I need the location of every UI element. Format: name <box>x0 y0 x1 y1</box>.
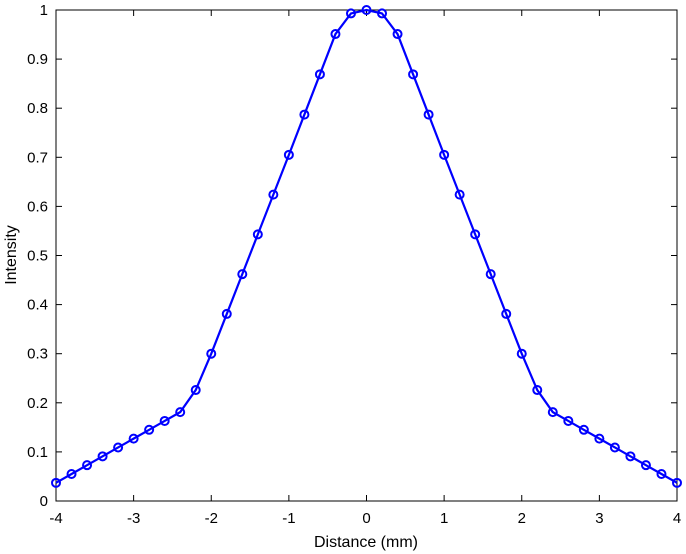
data-point <box>516 348 527 359</box>
data-point <box>470 229 481 240</box>
data-point <box>609 442 620 453</box>
x-tick-label: -2 <box>205 510 218 527</box>
x-tick-label: 4 <box>673 510 681 527</box>
data-point <box>66 468 77 479</box>
data-point <box>330 29 341 40</box>
x-tick-labels: -4 -3 -2 -1 0 1 2 3 4 <box>49 510 681 527</box>
data-point <box>252 229 263 240</box>
data-point <box>268 189 279 200</box>
x-tick-label: 1 <box>440 510 448 527</box>
data-point <box>113 442 124 453</box>
data-point <box>532 385 543 396</box>
data-point <box>485 269 496 280</box>
data-point <box>299 109 310 120</box>
data-point <box>501 308 512 319</box>
y-axis-label: Intensity <box>3 225 20 285</box>
y-tick-label: 0 <box>40 493 48 510</box>
y-tick-label: 0.3 <box>27 346 48 363</box>
y-tick-label: 0.1 <box>27 444 48 461</box>
y-tick-label: 0.9 <box>27 51 48 68</box>
data-point <box>439 149 450 160</box>
data-point <box>547 407 558 418</box>
x-tick-label: 3 <box>595 510 603 527</box>
x-tick-label: -3 <box>127 510 140 527</box>
data-point <box>190 385 201 396</box>
data-point <box>283 149 294 160</box>
data-point <box>314 69 325 80</box>
data-point <box>563 415 574 426</box>
data-point <box>640 460 651 471</box>
data-point <box>97 451 108 462</box>
plot-area <box>55 9 678 502</box>
x-tick-label: -4 <box>49 510 62 527</box>
y-tick-label: 0.7 <box>27 149 48 166</box>
data-point <box>175 407 186 418</box>
data-point <box>594 433 605 444</box>
data-point <box>144 424 155 435</box>
x-axis-label: Distance (mm) <box>314 534 418 551</box>
data-point <box>625 451 636 462</box>
data-point <box>578 424 589 435</box>
data-point <box>656 468 667 479</box>
data-point <box>237 269 248 280</box>
data-point <box>361 5 372 15</box>
series-line <box>55 8 678 484</box>
data-point <box>672 477 682 488</box>
data-point <box>454 189 465 200</box>
data-point <box>423 109 434 120</box>
y-tick-label: 0.6 <box>27 198 48 215</box>
data-point <box>221 308 232 319</box>
data-point <box>128 433 139 444</box>
axis-ticks <box>55 9 678 502</box>
x-tick-label: 2 <box>518 510 526 527</box>
y-tick-label: 0.8 <box>27 100 48 117</box>
data-point <box>345 8 356 19</box>
data-point <box>408 69 419 80</box>
data-point <box>392 29 403 40</box>
data-point <box>206 348 217 359</box>
x-tick-label: -1 <box>282 510 295 527</box>
data-point <box>51 477 61 488</box>
data-point <box>82 460 93 471</box>
y-tick-labels: 0 0.1 0.2 0.3 0.4 0.5 0.6 0.7 0.8 0.9 1 <box>27 2 48 510</box>
y-tick-label: 0.4 <box>27 297 48 314</box>
data-point <box>377 8 388 19</box>
y-tick-label: 1 <box>40 2 48 19</box>
y-tick-label: 0.2 <box>27 395 48 412</box>
data-point <box>159 415 170 426</box>
y-tick-label: 0.5 <box>27 248 48 265</box>
series-markers <box>51 5 682 488</box>
x-tick-label: 0 <box>362 510 370 527</box>
